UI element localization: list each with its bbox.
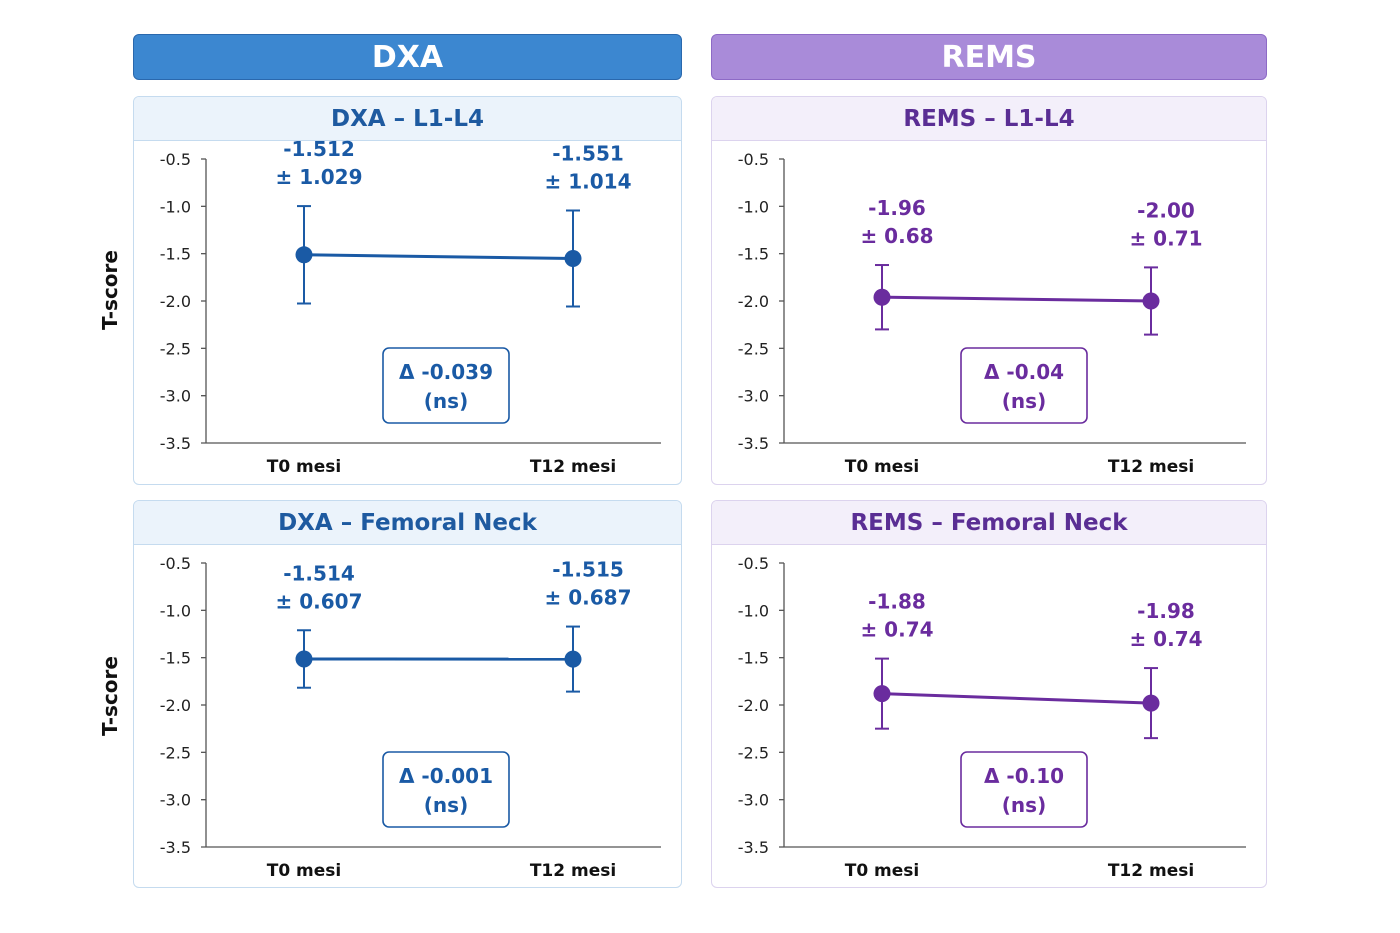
chart-plot: -0.5 -1.0 -1.5 -2.0 -2.5 -3.0 -3.5 T0 mesi T12 m… [160,554,661,881]
y-tick-label: -3.0 [160,791,191,810]
x-tick-label: T0 mesi [267,457,342,477]
y-tick-label: -3.0 [738,387,769,406]
y-tick-label: -0.5 [160,554,191,573]
y-axis-label-bottom: T-score [98,656,122,736]
y-tick-label: -3.0 [738,791,769,810]
y-tick-label: -1.0 [738,601,769,620]
data-label-sd: ± 1.029 [276,165,363,189]
delta-value: Δ -0.039 [399,360,493,384]
chart-plot: -0.5 -1.0 -1.5 -2.0 -2.5 -3.0 -3.5 T0 mesi T12 m… [738,150,1246,477]
y-tick-label: -3.5 [160,434,191,453]
data-label-sd: ± 1.014 [545,169,632,193]
delta-box [960,347,1088,424]
data-label-sd: ± 0.71 [1129,226,1202,250]
y-tick-label: -3.5 [738,434,769,453]
y-tick-label: -0.5 [738,554,769,573]
data-point [1142,292,1160,310]
chart-panel-rems-femoral-neck: REMS – Femoral Neck -0.5 -1.0 -1.5 -2.0 -2.5… [711,500,1267,888]
data-label-sd: ± 0.687 [545,586,632,610]
delta-value: Δ -0.001 [399,764,493,788]
data-label-mean: -2.00 [1137,198,1195,222]
delta-significance: (ns) [1002,389,1046,413]
series-line [881,692,1152,705]
data-label-mean: -1.551 [552,141,624,165]
data-point [1142,694,1160,712]
data-point [564,249,582,267]
data-label-mean: -1.98 [1137,599,1195,623]
data-label-mean: -1.96 [868,196,926,220]
y-tick-label: -2.0 [160,292,191,311]
data-label-mean: -1.514 [283,561,355,585]
x-tick-label: T12 mesi [530,457,616,477]
y-tick-label: -1.5 [738,649,769,668]
delta-significance: (ns) [424,389,468,413]
data-point [873,288,891,306]
y-tick-label: -2.5 [738,743,769,762]
chart-title: DXA – L1-L4 [134,97,681,141]
data-label-mean: -1.512 [283,137,355,161]
data-label-mean: -1.88 [868,590,926,614]
chart-panel-rems-l1l4: REMS – L1-L4 -0.5 -1.0 -1.5 -2.0 -2.5 -3.0 -3.… [711,96,1267,485]
y-tick-label: -0.5 [160,150,191,169]
y-tick-label: -1.0 [160,197,191,216]
chart-plot: -0.5 -1.0 -1.5 -2.0 -2.5 -3.0 -3.5 T0 mesi T12 m… [738,554,1246,881]
y-tick-label: -1.5 [160,245,191,264]
data-label-sd: ± 0.68 [860,224,933,248]
x-tick-label: T0 mesi [845,457,920,477]
y-axis-label-top: T-score [98,250,122,330]
series-line [881,295,1152,303]
x-tick-label: T0 mesi [267,861,342,881]
y-tick-label: -2.5 [738,339,769,358]
y-tick-label: -3.0 [160,387,191,406]
y-tick-label: -1.5 [160,649,191,668]
data-label-sd: ± 0.74 [1129,627,1202,651]
series-line [303,253,574,260]
column-header-dxa: DXA [133,34,682,80]
y-tick-label: -3.5 [160,838,191,857]
delta-box [382,751,510,828]
data-point [295,650,313,668]
y-tick-label: -3.5 [738,838,769,857]
y-tick-label: -2.0 [738,292,769,311]
data-point [564,650,582,668]
chart-panel-dxa-femoral-neck: DXA – Femoral Neck -0.5 -1.0 -1.5 -2.0 -2.5-… [133,500,682,888]
x-tick-label: T12 mesi [530,861,616,881]
y-tick-label: -2.0 [160,696,191,715]
data-point [873,685,891,703]
y-tick-label: -1.0 [160,601,191,620]
data-label-sd: ± 0.607 [276,589,363,613]
delta-value: Δ -0.10 [984,764,1064,788]
chart-title: REMS – Femoral Neck [712,501,1266,545]
y-tick-label: -2.5 [160,743,191,762]
chart-plot: -0.5 -1.0 -1.5 -2.0 -2.5 -3.0 -3.5 T0 mesi T12 m… [160,137,661,477]
delta-box [382,347,510,424]
delta-value: Δ -0.04 [984,360,1064,384]
y-tick-label: -2.5 [160,339,191,358]
data-label-mean: -1.515 [552,558,624,582]
delta-significance: (ns) [1002,793,1046,817]
x-tick-label: T12 mesi [1108,457,1194,477]
delta-box [960,751,1088,828]
column-header-rems: REMS [711,34,1267,80]
data-point [295,246,313,264]
x-tick-label: T0 mesi [845,861,920,881]
x-tick-label: T12 mesi [1108,861,1194,881]
y-tick-label: -1.0 [738,197,769,216]
y-tick-label: -2.0 [738,696,769,715]
chart-panel-dxa-l1l4: DXA – L1-L4 -0.5 -1.0 -1.5 -2.0 -2.5 -3.0 -3.5… [133,96,682,485]
chart-title: REMS – L1-L4 [712,97,1266,141]
chart-title: DXA – Femoral Neck [134,501,681,545]
delta-significance: (ns) [424,793,468,817]
y-tick-label: -0.5 [738,150,769,169]
data-label-sd: ± 0.74 [860,618,933,642]
y-tick-label: -1.5 [738,245,769,264]
